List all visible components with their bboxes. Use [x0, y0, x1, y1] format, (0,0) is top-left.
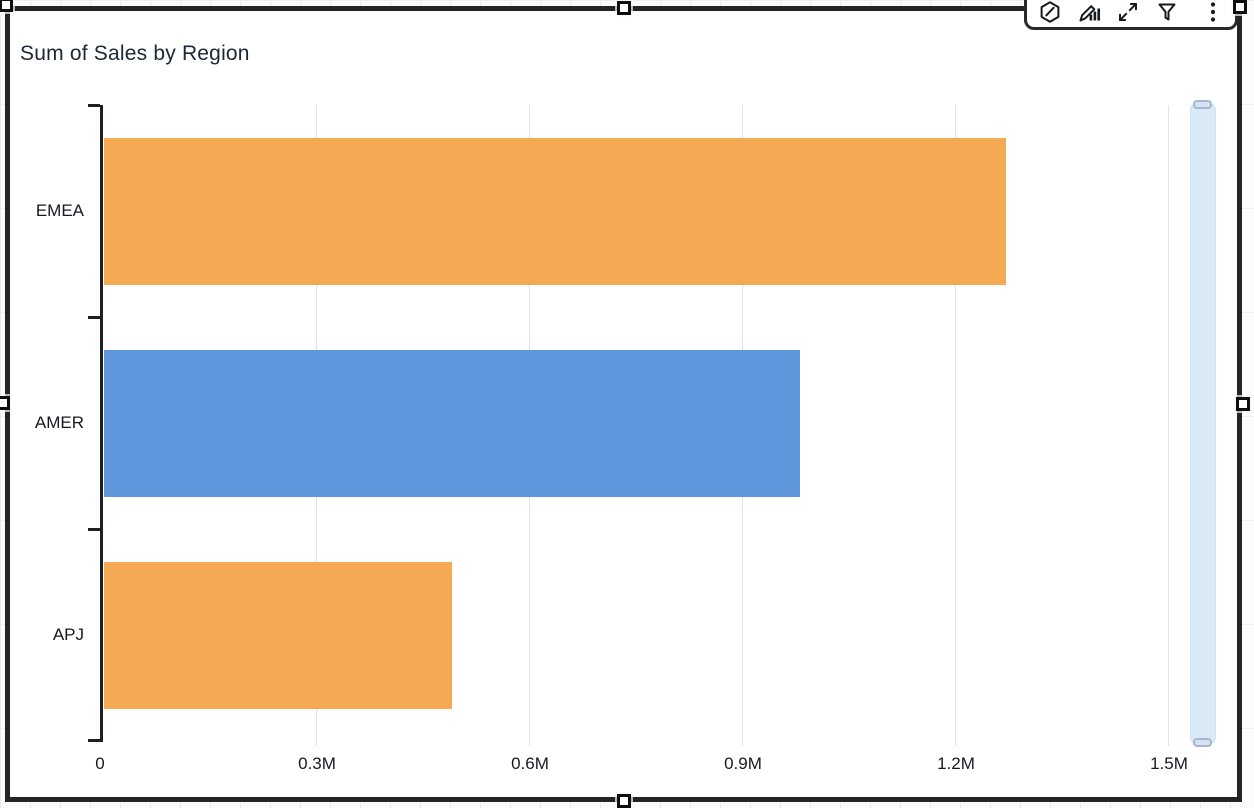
bar-emea[interactable] — [104, 138, 1006, 285]
maximize-button[interactable] — [1116, 0, 1140, 24]
scrollbar-top-handle[interactable] — [1193, 100, 1212, 109]
alerts-button[interactable] — [1038, 0, 1062, 24]
resize-handle-top-right[interactable] — [1233, 0, 1247, 14]
resize-handle-top-left[interactable] — [0, 0, 13, 12]
resize-handle-middle-right[interactable] — [1236, 397, 1250, 411]
alerts-icon — [1038, 0, 1062, 24]
menu-options-button[interactable] — [1201, 0, 1225, 24]
resize-handle-top-center[interactable] — [617, 1, 631, 15]
edit-visual-button[interactable] — [1077, 0, 1101, 24]
scrollbar-bottom-handle[interactable] — [1193, 738, 1212, 747]
resize-handle-middle-left[interactable] — [0, 396, 10, 410]
bar-apj[interactable] — [104, 562, 452, 709]
filter-button[interactable] — [1155, 0, 1179, 24]
filter-icon — [1155, 0, 1179, 24]
chart-title[interactable]: Sum of Sales by Region — [20, 42, 250, 65]
maximize-icon — [1116, 0, 1140, 24]
y-axis-scrollbar[interactable] — [1190, 100, 1216, 747]
bar-amer[interactable] — [104, 350, 800, 497]
selection-frame[interactable] — [5, 6, 1242, 802]
resize-handle-bottom-center[interactable] — [617, 794, 631, 808]
menu-options-icon — [1201, 0, 1225, 24]
visual-toolbar — [1024, 0, 1238, 30]
edit-visual-icon — [1077, 0, 1101, 24]
